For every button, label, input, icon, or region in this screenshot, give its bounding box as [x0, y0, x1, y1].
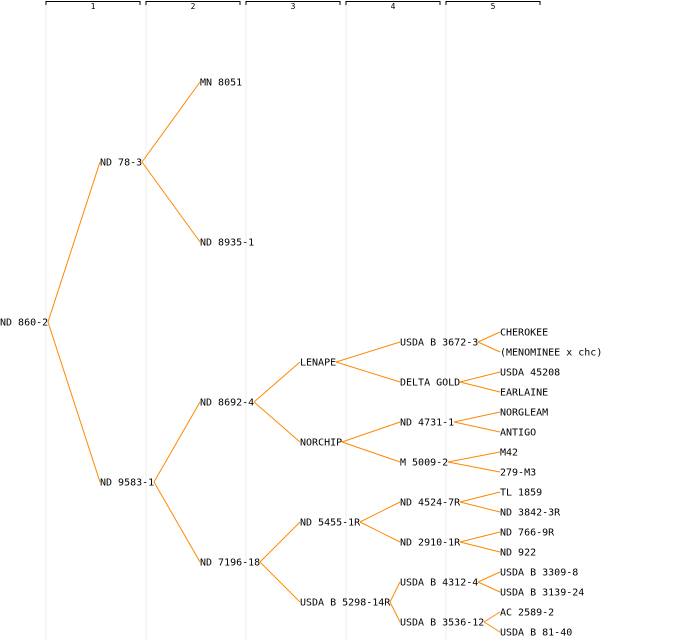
pedigree-node[interactable]: USDA B 3536-12 [400, 618, 484, 629]
pedigree-edge [253, 401, 301, 443]
pedigree-edge [389, 581, 401, 603]
pedigree-node[interactable]: NORGLEAM [500, 408, 548, 419]
pedigree-edge [447, 461, 501, 473]
pedigree-edge [477, 331, 501, 343]
pedigree-node[interactable]: TL 1859 [500, 488, 542, 499]
pedigree-node[interactable]: ND 4731-1 [400, 418, 454, 429]
pedigree-node[interactable]: ANTIGO [500, 428, 536, 439]
pedigree-nodes: MN 8051 ND 8935-1 CHEROKEE (MENOMINEE x chc… [0, 78, 602, 639]
pedigree-node[interactable]: ND 5455-1R [300, 518, 361, 529]
pedigree-edge [453, 411, 501, 423]
generation-bracket [345, 1, 441, 5]
pedigree-edge [259, 561, 301, 603]
pedigree-edge [47, 321, 101, 483]
pedigree-edge [483, 611, 501, 623]
pedigree-node[interactable]: ND 78-3 [100, 158, 142, 169]
generation-columns: 1 2 3 4 5 [45, 0, 541, 640]
pedigree-edge [459, 371, 501, 383]
pedigree-edge [335, 361, 401, 383]
pedigree-edge [141, 81, 201, 163]
pedigree-node[interactable]: USDA B 4312-4 [400, 578, 478, 589]
pedigree-edge [459, 491, 501, 503]
generation-bracket [245, 1, 341, 5]
pedigree-node[interactable]: USDA B 3672-3 [400, 338, 478, 349]
pedigree-edge [477, 571, 501, 583]
pedigree-node[interactable]: USDA 45208 [500, 368, 560, 379]
pedigree-edge [47, 161, 101, 323]
pedigree-edge [153, 401, 201, 483]
generation-bracket [445, 1, 541, 5]
pedigree-edge [447, 451, 501, 463]
pedigree-edge [359, 521, 401, 543]
pedigree-edge [459, 381, 501, 393]
generation-label: 3 [291, 2, 296, 11]
pedigree-node[interactable]: ND 9583-1 [100, 478, 154, 489]
pedigree-node[interactable]: AC 2589-2 [500, 608, 554, 619]
pedigree-node[interactable]: EARLAINE [500, 388, 548, 399]
pedigree-node[interactable]: LENAPE [300, 358, 336, 369]
generation-bracket [45, 1, 141, 5]
pedigree-edges [47, 81, 501, 633]
pedigree-edge [477, 581, 501, 593]
generation-label: 4 [391, 2, 396, 11]
pedigree-node[interactable]: (MENOMINEE x chc) [500, 348, 602, 359]
pedigree-node[interactable]: ND 7196-18 [200, 558, 260, 569]
pedigree-node[interactable]: ND 922 [500, 548, 536, 559]
pedigree-edge [141, 161, 201, 243]
pedigree-node[interactable]: USDA B 3139-24 [500, 588, 584, 599]
pedigree-edge [153, 481, 201, 563]
generation-label: 1 [91, 2, 96, 11]
pedigree-edge [253, 361, 301, 403]
pedigree-node[interactable]: USDA B 81-40 [500, 628, 572, 639]
pedigree-node[interactable]: DELTA GOLD [400, 378, 460, 389]
pedigree-edge [453, 421, 501, 433]
pedigree-node[interactable]: CHEROKEE [500, 328, 548, 339]
pedigree-node[interactable]: ND 3842-3R [500, 508, 561, 519]
generation-bracket [145, 1, 241, 5]
pedigree-edge [341, 421, 401, 443]
pedigree-node[interactable]: ND 2910-1R [400, 538, 461, 549]
pedigree-node[interactable]: ND 766-9R [500, 528, 555, 539]
pedigree-node[interactable]: ND 4524-7R [400, 498, 461, 509]
pedigree-node[interactable]: M 5009-2 [400, 458, 448, 469]
pedigree-edge [359, 501, 401, 523]
pedigree-node[interactable]: ND 860-2 [0, 318, 48, 329]
pedigree-edge [483, 621, 501, 633]
pedigree-node[interactable]: USDA B 3309-8 [500, 568, 578, 579]
pedigree-node[interactable]: USDA B 5298-14R [300, 598, 391, 609]
pedigree-edge [459, 501, 501, 513]
pedigree-edge [477, 341, 501, 353]
pedigree-node[interactable]: MN 8051 [200, 78, 242, 89]
pedigree-edge [389, 601, 401, 623]
pedigree-node[interactable]: 279-M3 [500, 468, 536, 479]
pedigree-edge [259, 521, 301, 563]
pedigree-node[interactable]: M42 [500, 448, 518, 459]
pedigree-edge [459, 531, 501, 543]
pedigree-edge [335, 341, 401, 363]
generation-label: 2 [191, 2, 196, 11]
pedigree-node[interactable]: NORCHIP [300, 438, 342, 449]
pedigree-node[interactable]: ND 8692-4 [200, 398, 254, 409]
generation-label: 5 [491, 2, 496, 11]
pedigree-edge [459, 541, 501, 553]
pedigree-node[interactable]: ND 8935-1 [200, 238, 254, 249]
pedigree-edge [341, 441, 401, 463]
